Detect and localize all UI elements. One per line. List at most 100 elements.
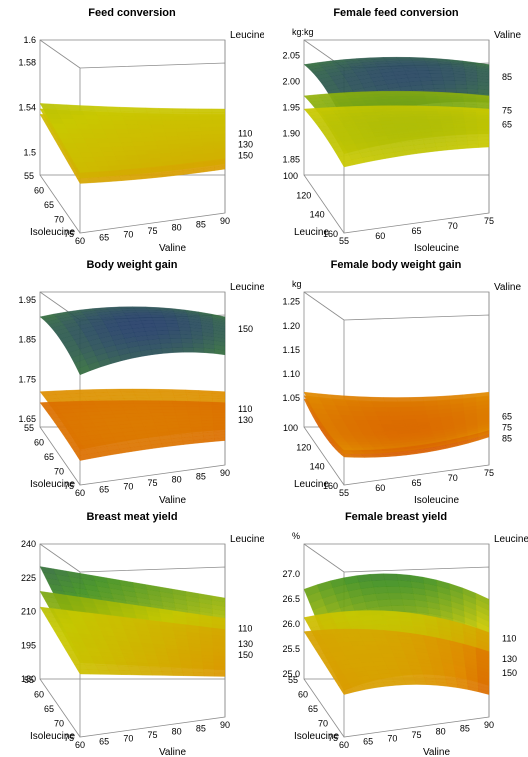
y-tick-label: 70 <box>54 467 64 477</box>
surface-patch <box>410 401 426 407</box>
surface-patch <box>159 112 174 117</box>
surface-patch <box>425 98 440 102</box>
surface-patch <box>427 67 442 71</box>
surface-patch <box>164 418 179 423</box>
surface-patch <box>430 76 444 81</box>
surface-patch <box>152 418 167 423</box>
surface-patch <box>120 403 136 408</box>
surface-patch <box>422 396 438 402</box>
x-tick-label: 75 <box>411 730 421 740</box>
surface-patch <box>200 414 214 418</box>
surface-patch <box>193 672 205 677</box>
surface-patch <box>159 391 174 396</box>
surface-patch <box>343 395 360 402</box>
surface-patch <box>335 637 351 643</box>
surface-patch <box>111 410 127 415</box>
surface-patch <box>98 119 114 125</box>
surface-patch <box>66 401 83 406</box>
chart-female-body-weight-gain: Female body weight gain kg 1.05 1.10 1.15 1.2… <box>264 252 528 504</box>
surface-patch <box>177 420 191 425</box>
surface-patch <box>174 119 188 125</box>
x-tick-label: 60 <box>75 740 85 750</box>
surface-patch <box>160 667 173 672</box>
surface-patch <box>420 80 434 86</box>
surface-patch <box>466 133 479 138</box>
surface-patch <box>192 668 205 673</box>
y-tick-label: 70 <box>54 215 64 225</box>
surface-patch <box>176 131 190 137</box>
z-tick-label: 1.90 <box>282 128 300 138</box>
surface-patch <box>164 131 179 137</box>
x-tick-label: 85 <box>460 723 470 733</box>
x-tick-label: 65 <box>411 478 421 488</box>
surface-patch <box>343 610 360 617</box>
surface-patch <box>163 127 178 133</box>
box-edge <box>39 543 81 573</box>
surface-patch <box>137 662 150 668</box>
surface-patch <box>452 118 466 122</box>
surface-patch <box>214 672 226 677</box>
surface-patch <box>94 403 110 408</box>
chart-svg: Female feed conversion kg:kg 1.85 1.90 1.95 2… <box>282 7 521 252</box>
surface-group <box>303 573 490 695</box>
series-label: 65 <box>502 411 512 421</box>
surface-patch <box>362 411 378 417</box>
surface-patch <box>343 106 360 110</box>
surface-patch <box>371 615 387 621</box>
surface-patch <box>354 649 370 655</box>
surface-patch <box>90 128 106 134</box>
surface-patch <box>476 121 490 125</box>
surface-patch <box>369 91 386 95</box>
x-tick-label: 90 <box>220 720 230 730</box>
surface-patch <box>356 91 373 95</box>
surface-patch <box>399 586 414 594</box>
surface-patch <box>415 67 430 71</box>
series-label: 150 <box>502 668 517 678</box>
surface-patch <box>94 392 110 397</box>
surface-patch <box>145 144 159 150</box>
surface-patch <box>176 414 190 419</box>
surface-patch <box>142 136 156 142</box>
box-edge <box>39 174 81 234</box>
surface-patch <box>133 111 149 117</box>
surface-patch <box>137 153 150 160</box>
surface-patch <box>316 107 334 112</box>
surface-patch <box>203 672 215 677</box>
surface-patch <box>158 338 172 344</box>
surface-patch <box>132 107 148 113</box>
series-label: 85 <box>502 72 512 82</box>
surface-patch <box>171 400 187 405</box>
surface-patch <box>146 111 162 117</box>
z-tick-label: 2.00 <box>282 77 300 87</box>
surface-patch <box>211 595 226 603</box>
z-tick-label: 1.10 <box>282 369 300 379</box>
surface-patch <box>369 105 386 109</box>
surface-patch <box>409 57 425 60</box>
surface-patch <box>191 664 204 670</box>
surface-patch <box>444 134 457 139</box>
surface-patch <box>39 566 57 575</box>
z-tick-label: 195 <box>21 640 36 650</box>
surface-patch <box>399 110 414 114</box>
surface-patch <box>170 667 183 673</box>
surface-patch <box>104 133 120 138</box>
surface-patch <box>356 628 373 634</box>
surface-patch <box>403 119 418 124</box>
surface-150 <box>39 306 226 376</box>
z-tick-label: 210 <box>21 607 36 617</box>
y-tick-label: 70 <box>318 719 328 729</box>
surface-patch <box>158 108 174 113</box>
surface-patch <box>441 73 455 78</box>
surface-patch <box>416 70 431 74</box>
surface-patch <box>383 105 399 109</box>
surface-patch <box>124 150 138 156</box>
surface-patch <box>356 610 373 616</box>
surface-patch <box>426 115 441 120</box>
surface-patch <box>475 94 490 98</box>
chart-title: Female breast yield <box>345 511 447 523</box>
surface-patch <box>147 406 163 410</box>
surface-patch <box>139 317 154 321</box>
surface-patch <box>330 106 347 111</box>
x-tick-label: 60 <box>375 483 385 493</box>
surface-patch <box>122 394 138 399</box>
